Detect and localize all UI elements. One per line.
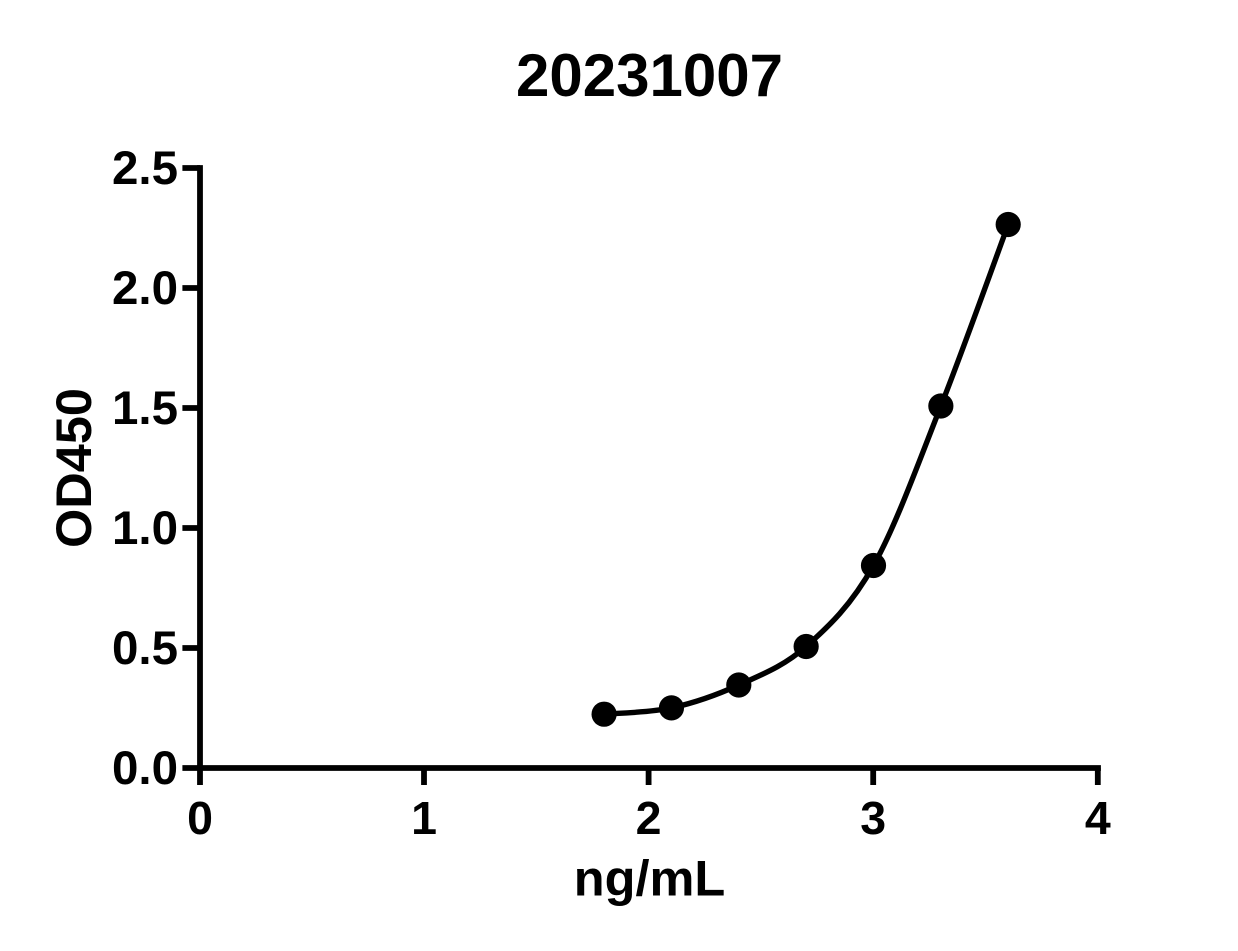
svg-text:4: 4: [1085, 792, 1111, 844]
svg-text:1.5: 1.5: [112, 382, 178, 435]
svg-text:20231007: 20231007: [516, 42, 783, 109]
svg-text:2.0: 2.0: [112, 262, 178, 315]
svg-text:2: 2: [636, 792, 662, 844]
svg-text:OD450: OD450: [45, 388, 102, 548]
svg-text:0: 0: [187, 792, 213, 844]
svg-text:1: 1: [411, 792, 437, 844]
svg-text:ng/mL: ng/mL: [574, 849, 725, 906]
svg-text:0.0: 0.0: [112, 742, 178, 795]
svg-text:1.0: 1.0: [112, 502, 178, 555]
svg-text:2.5: 2.5: [112, 142, 178, 195]
svg-text:0.5: 0.5: [112, 622, 178, 675]
svg-text:3: 3: [860, 792, 886, 844]
